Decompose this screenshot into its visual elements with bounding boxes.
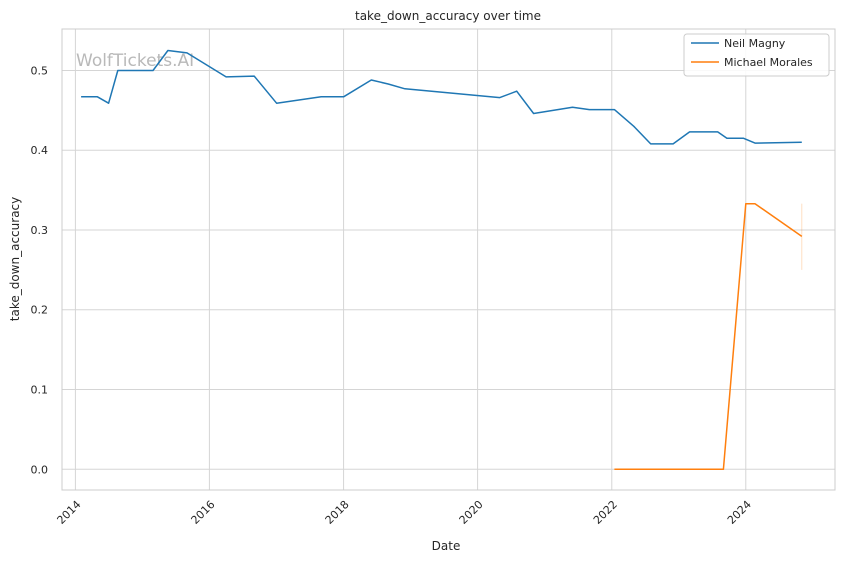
legend-label-neil-magny: Neil Magny [724, 37, 786, 50]
series-layer [81, 49, 803, 471]
y-tick-label: 0.5 [31, 64, 49, 77]
y-tick-label: 0.3 [31, 224, 49, 237]
chart-title: take_down_accuracy over time [355, 9, 541, 23]
watermark: WolfTickets.AI [76, 51, 194, 71]
legend-box [683, 33, 830, 77]
y-tick-label: 0.2 [31, 304, 49, 317]
x-axis-label: Date [432, 539, 461, 553]
y-tick-label: 0.1 [31, 384, 49, 397]
y-axis-label: take_down_accuracy [8, 197, 22, 321]
series-line-neil-magny [81, 49, 802, 145]
y-axis-ticks: 0.0 0.1 0.2 0.3 0.4 0.5 [31, 64, 49, 476]
plot-frame [61, 28, 836, 491]
grid [62, 29, 835, 490]
y-tick-label: 0.0 [31, 463, 49, 476]
legend-label-michael-morales: Michael Morales [724, 56, 813, 69]
series-line-michael-morales [614, 202, 803, 471]
y-tick-label: 0.4 [31, 144, 49, 157]
legend: Neil Magny Michael Morales [683, 33, 830, 77]
